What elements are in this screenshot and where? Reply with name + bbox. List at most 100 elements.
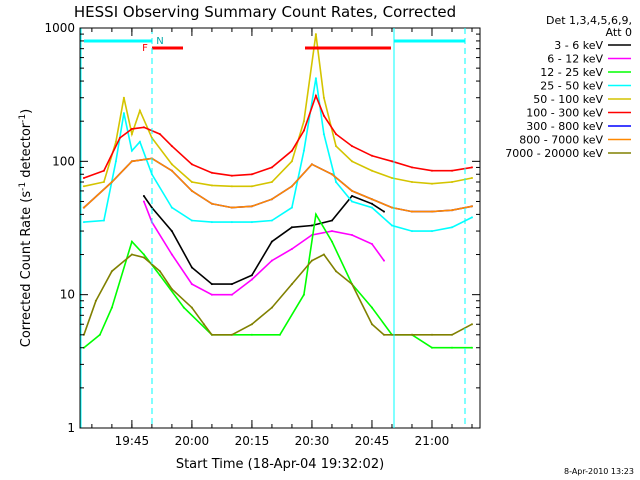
data-point — [411, 166, 413, 169]
data-point — [310, 163, 313, 166]
data-point — [351, 145, 353, 148]
legend-entry-label: 7000 - 20000 keV — [505, 147, 603, 160]
x-tick-label: 20:15 — [235, 434, 270, 448]
data-point — [391, 206, 393, 209]
data-point — [170, 169, 173, 172]
data-point — [431, 230, 433, 233]
data-point — [411, 181, 413, 183]
data-point — [471, 177, 473, 179]
data-point — [142, 126, 145, 129]
data-point — [190, 266, 193, 269]
x-tick-label: 20:30 — [295, 434, 330, 448]
data-point — [110, 270, 113, 273]
data-point — [270, 219, 273, 222]
data-point — [250, 221, 253, 224]
data-point — [411, 210, 413, 213]
series-line — [83, 157, 473, 213]
data-point — [190, 163, 193, 166]
data-point — [250, 185, 253, 188]
data-point — [158, 133, 161, 136]
data-point — [278, 333, 281, 336]
x-axis-label: Start Time (18-Apr-04 19:32:02) — [176, 457, 384, 472]
data-point — [391, 177, 393, 179]
data-point — [371, 154, 373, 157]
data-point — [302, 129, 305, 132]
data-point — [170, 253, 173, 256]
data-point — [170, 163, 173, 166]
data-point — [202, 323, 205, 326]
series-line — [143, 201, 385, 296]
data-point — [250, 205, 253, 208]
series-line — [83, 78, 473, 232]
legend-title-1: Det 1,3,4,5,6,9, — [546, 14, 632, 27]
data-point — [130, 149, 133, 152]
plot-frame — [79, 27, 481, 429]
data-point — [471, 323, 473, 326]
data-point — [322, 114, 325, 117]
data-point — [431, 182, 433, 185]
data-point — [190, 219, 193, 222]
data-point — [130, 133, 133, 136]
data-point — [250, 278, 253, 281]
data-point — [170, 145, 173, 148]
data-point — [290, 149, 293, 152]
data-point — [310, 224, 313, 227]
data-point — [190, 306, 193, 309]
data-point — [451, 209, 453, 212]
data-point — [431, 346, 433, 349]
data-point — [302, 149, 305, 152]
data-point — [310, 259, 313, 262]
data-point — [451, 346, 453, 349]
data-point — [471, 216, 473, 219]
data-point — [335, 145, 337, 148]
data-point — [158, 270, 161, 273]
y-tick-label: 1000 — [44, 21, 75, 35]
data-point — [371, 323, 373, 326]
data-point — [270, 259, 273, 262]
chart-title: HESSI Observing Summary Count Rates, Cor… — [74, 3, 456, 21]
data-point — [351, 189, 353, 192]
data-point — [431, 210, 433, 213]
data-point — [110, 181, 113, 183]
y-tick-label: 100 — [52, 154, 75, 168]
data-point — [210, 283, 213, 286]
data-point — [210, 171, 213, 174]
data-point — [383, 333, 385, 336]
data-point — [190, 283, 193, 286]
data-point — [314, 213, 317, 216]
data-point — [230, 174, 233, 177]
y-tick-label: 10 — [60, 288, 75, 302]
data-point — [383, 259, 385, 262]
data-point — [210, 221, 213, 224]
data-point — [331, 219, 333, 222]
data-point — [230, 283, 233, 286]
series-line — [143, 195, 385, 285]
data-point — [411, 230, 413, 233]
data-point — [230, 333, 233, 336]
data-point — [391, 160, 393, 163]
data-point — [130, 160, 133, 163]
data-point — [431, 169, 433, 172]
data-point — [290, 283, 293, 286]
data-point — [411, 333, 413, 336]
data-point — [371, 243, 373, 245]
data-point — [102, 169, 105, 172]
data-point — [230, 221, 233, 224]
data-point — [250, 323, 253, 326]
series-line — [83, 93, 473, 179]
data-point — [102, 181, 105, 183]
data-point — [210, 184, 213, 187]
data-point — [94, 299, 97, 302]
data-point — [230, 293, 233, 296]
x-tick-label: 20:00 — [175, 434, 210, 448]
data-point — [302, 120, 305, 123]
legend-entry-label: 50 - 100 keV — [533, 93, 603, 106]
data-point — [170, 288, 173, 291]
data-point — [371, 169, 373, 172]
data-point — [451, 181, 453, 183]
data-point — [82, 185, 85, 188]
series-line — [83, 33, 473, 188]
data-point — [122, 96, 125, 99]
